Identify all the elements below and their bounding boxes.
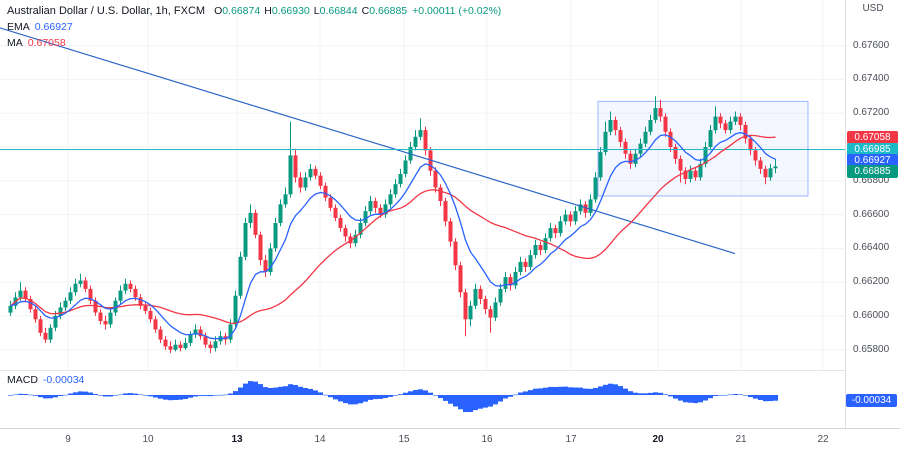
time-axis[interactable]: 9 10 13 14 15 16 17 20 21 22 (0, 428, 900, 451)
price-tick-label: 0.66800 (853, 174, 890, 186)
time-tick-label: 16 (481, 434, 493, 445)
price-tick-label: 0.66600 (853, 208, 890, 220)
ma-value: 0.67058 (27, 37, 66, 49)
indicator-ema-row[interactable]: EMA 0.66927 (7, 19, 501, 35)
price-tick-label: 0.67200 (853, 107, 890, 119)
ohlc-close: C0.66885 (361, 5, 408, 17)
price-badge: 0.67058 (847, 130, 898, 144)
price-tick-label: 0.66400 (853, 242, 890, 254)
ohlc-low: L0.66844 (313, 5, 358, 17)
price-tick-label: 0.66000 (853, 309, 890, 321)
time-tick-label: 13 (231, 434, 243, 445)
chart-legend: Australian Dollar / U.S. Dollar, 1h, FXC… (7, 3, 501, 51)
price-chart-canvas[interactable] (0, 0, 845, 370)
price-tick-label: 0.67400 (853, 73, 890, 85)
ohlc-open: O0.66874 (214, 5, 261, 17)
price-change: +0.00011 (+0.02%) (412, 5, 502, 17)
indicator-ma-row[interactable]: MA 0.67058 (7, 35, 501, 51)
time-tick-label: 15 (398, 434, 410, 445)
ohlc-high: H0.66930 (264, 5, 310, 17)
symbol-title[interactable]: Australian Dollar / U.S. Dollar, 1h, FXC… (7, 5, 206, 17)
ma-label: MA (7, 37, 23, 49)
time-tick-label: 20 (652, 434, 664, 445)
price-badge: 0.66885 (847, 165, 898, 178)
macd-label: MACD (7, 374, 38, 386)
price-axis-unit: USD (862, 3, 884, 14)
indicator-macd-row[interactable]: MACD -0.00034 (7, 374, 84, 386)
time-tick-label: 14 (314, 434, 326, 445)
symbol-row: Australian Dollar / U.S. Dollar, 1h, FXC… (7, 3, 501, 19)
price-axis[interactable]: USD 0.67600 0.67400 0.67200 0.66800 0.66600 0… (845, 0, 900, 428)
time-tick-label: 21 (735, 434, 747, 445)
time-tick-label: 9 (65, 434, 71, 445)
price-tick-label: 0.65800 (853, 343, 890, 355)
pane-separator (0, 370, 900, 371)
ema-label: EMA (7, 21, 30, 33)
price-badge: 0.66985 (847, 143, 898, 156)
price-tick-label: 0.66200 (853, 276, 890, 288)
macd-value-badge: -0.00034 (846, 394, 897, 408)
time-tick-label: 22 (817, 434, 829, 445)
macd-value: -0.00034 (42, 374, 85, 386)
price-badge: 0.66927 (847, 154, 898, 167)
ema-value: 0.66927 (34, 21, 73, 33)
time-tick-label: 17 (565, 434, 577, 445)
time-tick-label: 10 (142, 434, 154, 445)
macd-pane-canvas[interactable] (0, 370, 845, 428)
price-tick-label: 0.67600 (853, 39, 890, 51)
